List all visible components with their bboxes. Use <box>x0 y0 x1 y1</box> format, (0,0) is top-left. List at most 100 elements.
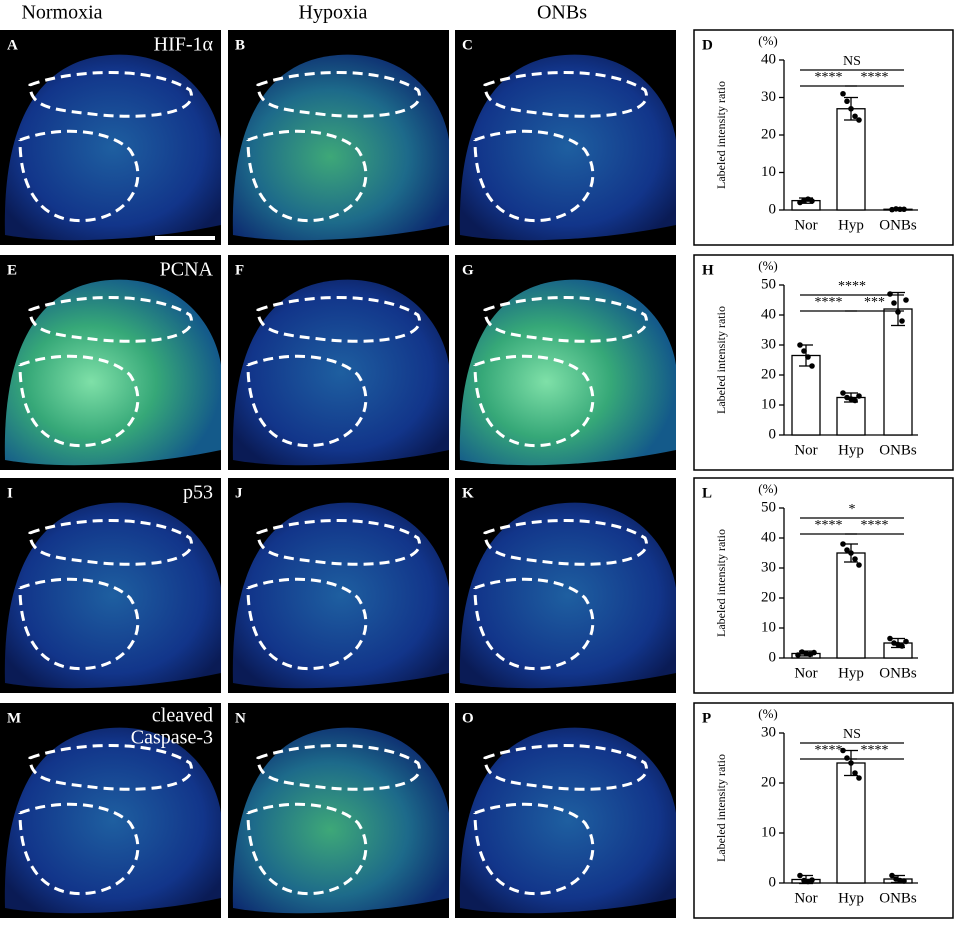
bar <box>836 108 866 211</box>
x-tick-label: ONBs <box>879 890 917 906</box>
panel-letter: O <box>462 710 474 726</box>
y-tick-label: 10 <box>761 396 776 412</box>
outline-dashed <box>473 577 595 671</box>
y-tick-label: 0 <box>769 649 777 665</box>
tissue <box>4 54 222 241</box>
x-tick-label: ONBs <box>879 665 917 681</box>
y-axis-label: Labeled intensity ratio <box>714 81 728 189</box>
tissue <box>4 279 222 466</box>
micrograph-panel <box>455 703 676 918</box>
tissue <box>4 502 222 689</box>
micrograph-panel <box>228 478 449 693</box>
column-header: Hypoxia <box>299 2 368 24</box>
y-axis-label: Labeled intensity ratio <box>714 529 728 637</box>
micrograph-panel <box>455 30 676 245</box>
data-point <box>840 541 846 547</box>
data-point <box>856 393 862 399</box>
outline-dashed <box>246 129 368 223</box>
panel-letter: N <box>235 710 246 726</box>
micrograph-panel <box>455 255 676 470</box>
data-point <box>844 98 850 105</box>
axis-unit: (%) <box>758 33 778 48</box>
micrograph-panel <box>0 255 222 470</box>
y-tick-label: 0 <box>769 201 777 217</box>
column-header: Normoxia <box>21 2 102 24</box>
data-point <box>903 297 909 303</box>
significance-label: **** <box>861 743 889 758</box>
y-tick-label: 20 <box>761 366 776 382</box>
tissue <box>232 279 449 466</box>
panel-letter: H <box>702 262 714 278</box>
y-tick-label: 0 <box>769 426 777 442</box>
significance-label: * <box>849 502 856 517</box>
data-point <box>852 397 858 404</box>
outline-dashed <box>246 354 368 448</box>
x-tick-label: Nor <box>794 217 817 233</box>
y-tick-label: 50 <box>761 276 776 292</box>
significance-label: **** <box>815 743 843 758</box>
y-tick-label: 20 <box>761 589 776 605</box>
panel-letter: L <box>702 485 712 501</box>
outline-dashed <box>246 802 368 896</box>
chart-frame <box>693 477 954 694</box>
y-tick-label: 10 <box>761 824 776 840</box>
y-tick-label: 30 <box>761 89 776 105</box>
panel-letter: P <box>702 710 711 726</box>
panel-label: Caspase-3 <box>131 727 213 749</box>
bar <box>836 552 866 659</box>
chart-frame <box>693 29 954 246</box>
outline-dashed <box>18 577 140 671</box>
data-point <box>809 877 815 883</box>
significance-label: **** <box>861 70 889 85</box>
panel-letter: I <box>7 485 13 501</box>
y-tick-label: 10 <box>761 164 776 180</box>
bar <box>836 762 866 884</box>
significance-label: **** <box>861 518 889 533</box>
y-axis-label: Labeled intensity ratio <box>714 306 728 414</box>
x-tick-label: Nor <box>794 442 817 458</box>
panel-letter: F <box>235 262 244 278</box>
outline-dashed <box>473 129 595 223</box>
data-point <box>840 390 846 396</box>
panel-letter: M <box>7 710 21 726</box>
panel-label: p53 <box>183 482 213 504</box>
tissue <box>232 54 449 241</box>
significance-label: NS <box>843 54 861 69</box>
tissue <box>459 502 676 689</box>
y-tick-label: 10 <box>761 619 776 635</box>
bar <box>836 396 866 436</box>
data-point <box>809 198 815 204</box>
tissue <box>232 502 449 689</box>
bar <box>883 308 913 436</box>
bar <box>791 354 821 436</box>
data-point <box>891 300 897 306</box>
axis-unit: (%) <box>758 258 778 273</box>
outline-dashed <box>28 296 193 343</box>
column-header: ONBs <box>537 2 587 24</box>
x-tick-label: Hyp <box>838 217 864 233</box>
panel-letter: G <box>462 262 474 278</box>
data-point <box>848 550 854 556</box>
axis-unit: (%) <box>758 706 778 721</box>
data-point <box>887 291 893 297</box>
y-tick-label: 30 <box>761 724 776 740</box>
data-point <box>805 354 811 360</box>
panel-label: HIF-1α <box>154 34 214 56</box>
data-point <box>844 755 850 761</box>
data-point <box>809 363 815 369</box>
x-tick-label: Nor <box>794 890 817 906</box>
panel-letter: C <box>462 37 473 53</box>
data-point <box>795 652 801 658</box>
data-point <box>856 117 862 123</box>
y-tick-label: 30 <box>761 559 776 575</box>
outline-dashed <box>483 71 648 118</box>
outline-dashed <box>256 296 421 343</box>
outline-dashed <box>18 802 140 896</box>
data-point <box>840 747 846 754</box>
data-point <box>856 775 862 781</box>
y-tick-label: 40 <box>761 306 776 322</box>
tissue <box>459 279 676 466</box>
data-point <box>852 770 858 776</box>
outline-dashed <box>256 744 421 791</box>
